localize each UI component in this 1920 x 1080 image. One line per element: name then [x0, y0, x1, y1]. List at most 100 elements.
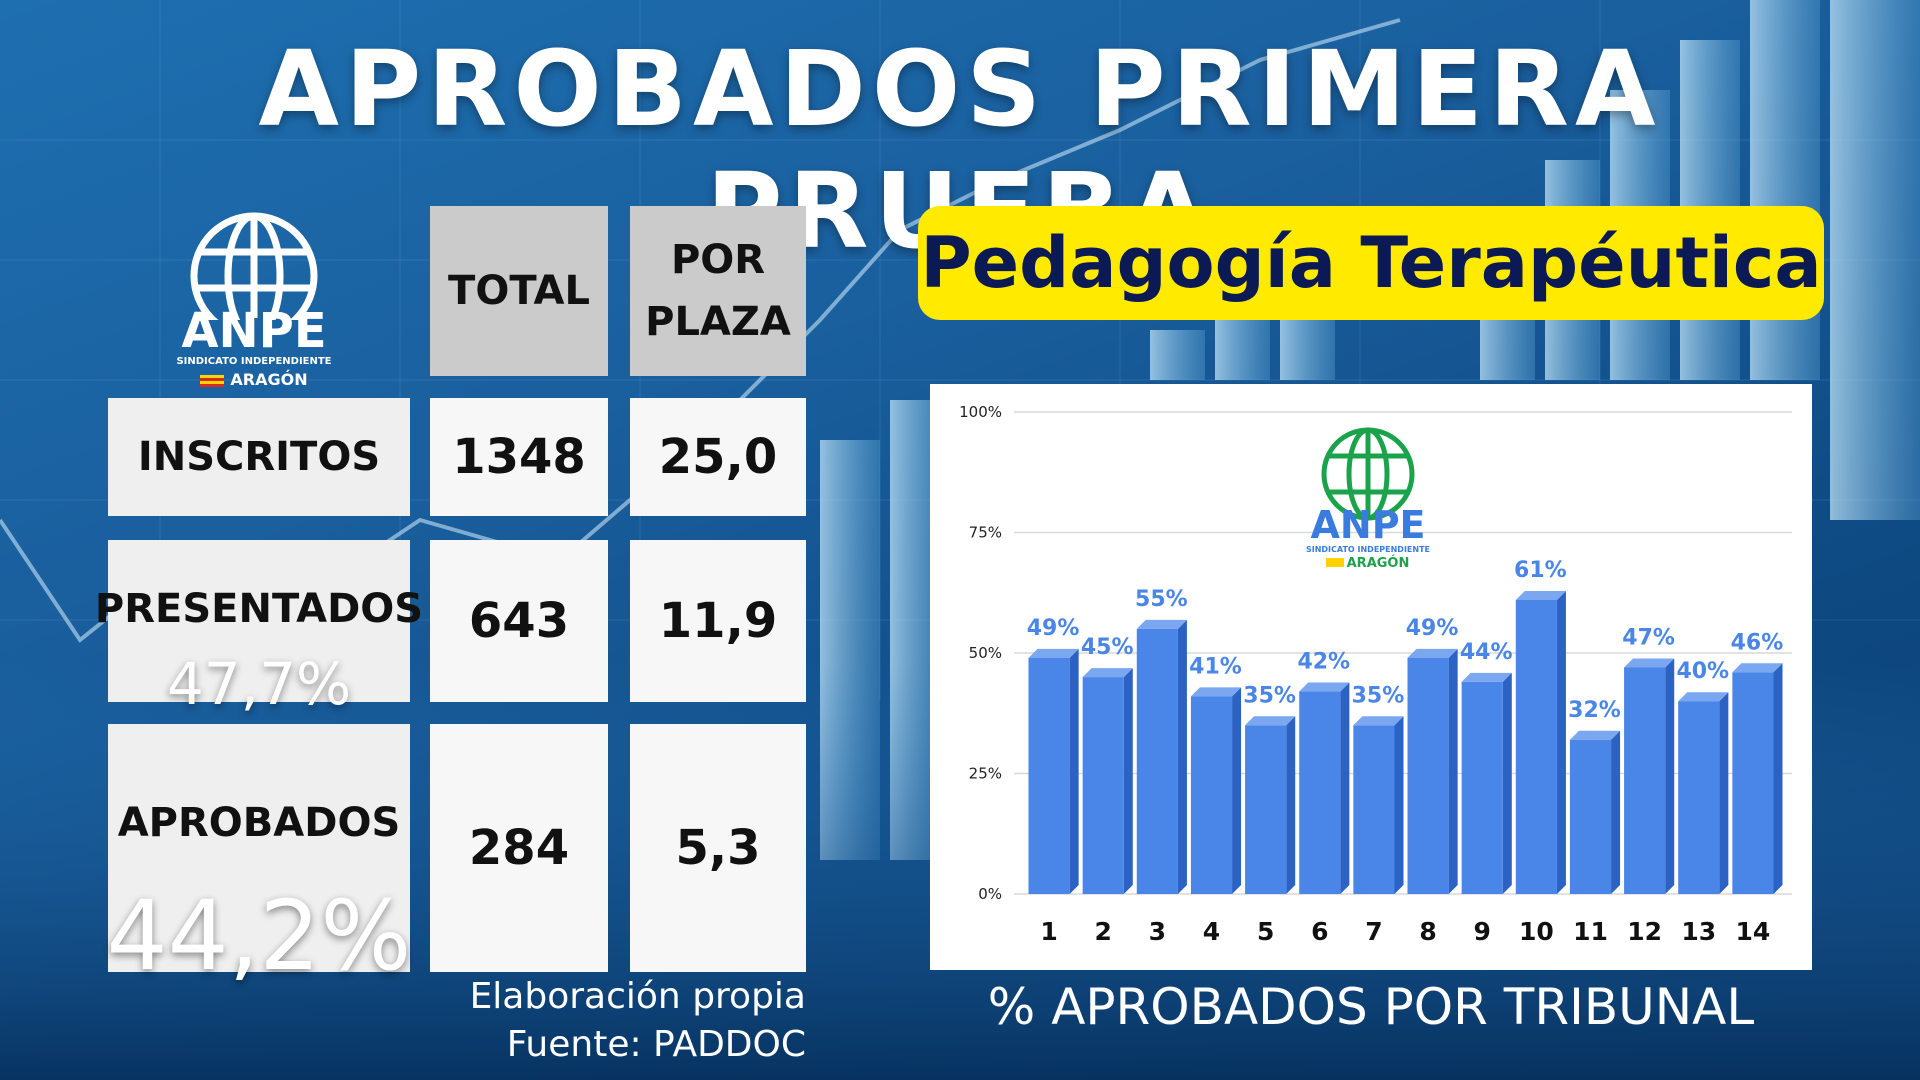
bar-side: [1232, 687, 1242, 894]
anpe-logo-green: ANPE SINDICATO INDEPENDIENTE ARAGÓN: [1306, 427, 1430, 571]
bar-top: [1461, 672, 1512, 682]
bar-6: 42%: [1297, 650, 1350, 894]
chart-panel: 0% 25% 50% 75% 100% ANPE SINDICATO INDEPENDI…: [930, 384, 1812, 970]
bar-8: 49%: [1406, 616, 1459, 894]
bar-3: 55%: [1135, 587, 1188, 894]
aprobados-per-place: 5,3: [630, 724, 806, 972]
bar-9: 44%: [1460, 640, 1513, 894]
aprobados-percentage: 44,2%: [106, 880, 412, 992]
chart-title: % APROBADOS POR TRIBUNAL: [987, 978, 1755, 1036]
presentados-percentage: 47,7%: [166, 650, 352, 718]
bar-side: [1665, 658, 1675, 894]
bar-2: 45%: [1081, 635, 1134, 894]
column-header-total-label: TOTAL: [448, 268, 590, 314]
x-tick-label: 6: [1311, 917, 1328, 946]
bar-front: [1461, 681, 1503, 894]
data-label: 35%: [1243, 683, 1296, 708]
data-label: 35%: [1352, 683, 1405, 708]
data-label: 41%: [1189, 654, 1242, 679]
bar-top: [1028, 648, 1079, 658]
anpe-logo-white: ANPE SINDICATO INDEPENDIENTE ARAGÓN: [164, 210, 344, 390]
presentados-total: 643: [430, 540, 608, 702]
bar-10: 61%: [1514, 558, 1567, 894]
x-tick-label: 8: [1419, 917, 1436, 946]
bar-13: 40%: [1676, 659, 1729, 894]
x-tick-label: 11: [1573, 917, 1608, 946]
column-header-total: TOTAL: [430, 206, 608, 376]
x-tick-label: 14: [1736, 917, 1771, 946]
bar-front: [1569, 739, 1612, 894]
data-label: 49%: [1406, 616, 1459, 641]
y-tick-label: 50%: [969, 644, 1002, 662]
bar-1: 49%: [1027, 616, 1080, 894]
bar-side: [1069, 648, 1079, 894]
data-label: 42%: [1297, 650, 1350, 675]
inscritos-total: 1348: [430, 398, 608, 516]
x-tick-label: 12: [1627, 917, 1662, 946]
x-tick-label: 7: [1365, 917, 1382, 946]
bar-side: [1340, 682, 1350, 894]
data-label: 47%: [1622, 625, 1675, 650]
bar-front: [1678, 701, 1720, 894]
logo-wordmark: ANPE: [181, 303, 327, 359]
chart-logo-region: ARAGÓN: [1347, 555, 1410, 571]
bar-top: [1082, 668, 1133, 678]
x-tick-label: 2: [1095, 917, 1112, 946]
bar-front: [1028, 657, 1070, 894]
data-label: 49%: [1027, 616, 1080, 641]
x-tick-label: 4: [1203, 917, 1220, 946]
chart-x-axis: 1 2 3 4 5 6 7 8 9 10 11 12 13 14: [1040, 917, 1770, 946]
bar-side: [1177, 619, 1187, 894]
x-tick-label: 9: [1474, 917, 1491, 946]
data-label: 44%: [1460, 640, 1513, 665]
data-label: 32%: [1568, 698, 1621, 723]
bar-top: [1569, 730, 1621, 740]
column-header-per-place: POR PLAZA: [630, 206, 806, 376]
bar-top: [1732, 663, 1783, 673]
bar-top: [1136, 619, 1187, 629]
row-label-presentados: PRESENTADOS: [95, 540, 423, 702]
data-label: 61%: [1514, 558, 1567, 583]
bar-12: 47%: [1622, 625, 1675, 894]
chart-logo-flag-icon: [1326, 558, 1344, 567]
chart-y-axis: 0% 25% 50% 75% 100%: [959, 403, 1002, 903]
bar-14: 46%: [1731, 630, 1784, 894]
chart-logo-tagline: SINDICATO INDEPENDIENTE: [1306, 545, 1430, 554]
bar-front: [1732, 672, 1774, 894]
bar-top: [1299, 682, 1350, 692]
data-label: 46%: [1731, 630, 1784, 655]
bar-top: [1190, 687, 1242, 697]
column-header-per-place-line1: POR: [670, 237, 766, 283]
chart-logo-wordmark: ANPE: [1310, 503, 1425, 547]
note-source: Fuente: PADDOC: [506, 1024, 806, 1065]
column-header-per-place-line2: PLAZA: [645, 299, 791, 345]
bar-top: [1353, 716, 1404, 726]
bar-side: [1556, 590, 1566, 894]
x-tick-label: 13: [1681, 917, 1716, 946]
x-tick-label: 5: [1257, 917, 1274, 946]
bar-front: [1515, 599, 1557, 894]
y-tick-label: 0%: [978, 885, 1002, 903]
bar-side: [1611, 730, 1621, 894]
logo-tagline: SINDICATO INDEPENDIENTE: [176, 356, 332, 367]
y-tick-label: 75%: [969, 524, 1002, 542]
bar-side: [1719, 692, 1729, 894]
bar-top: [1407, 648, 1458, 658]
x-tick-label: 1: [1040, 917, 1057, 946]
aragon-flag-icon: [200, 374, 225, 387]
row-label-aprobados: APROBADOS: [108, 724, 410, 972]
bar-top: [1515, 590, 1566, 600]
inscritos-per-place: 25,0: [630, 398, 806, 516]
chart-bars: 49%45%55%41%35%42%35%49%44%61%32%47%40%4…: [1027, 558, 1784, 894]
x-tick-label: 3: [1149, 917, 1166, 946]
bar-11: 32%: [1568, 698, 1621, 894]
bar-side: [1286, 716, 1296, 894]
bar-side: [1502, 672, 1512, 894]
data-label: 40%: [1676, 659, 1729, 684]
data-label: 55%: [1135, 587, 1188, 612]
bar-front: [1407, 657, 1449, 894]
y-tick-label: 25%: [969, 765, 1002, 783]
pass-rate-bar-chart: 0% 25% 50% 75% 100% ANPE SINDICATO INDEPENDI…: [959, 403, 1792, 946]
note-elaboration: Elaboración propia: [469, 976, 806, 1017]
bar-7: 35%: [1352, 683, 1405, 894]
